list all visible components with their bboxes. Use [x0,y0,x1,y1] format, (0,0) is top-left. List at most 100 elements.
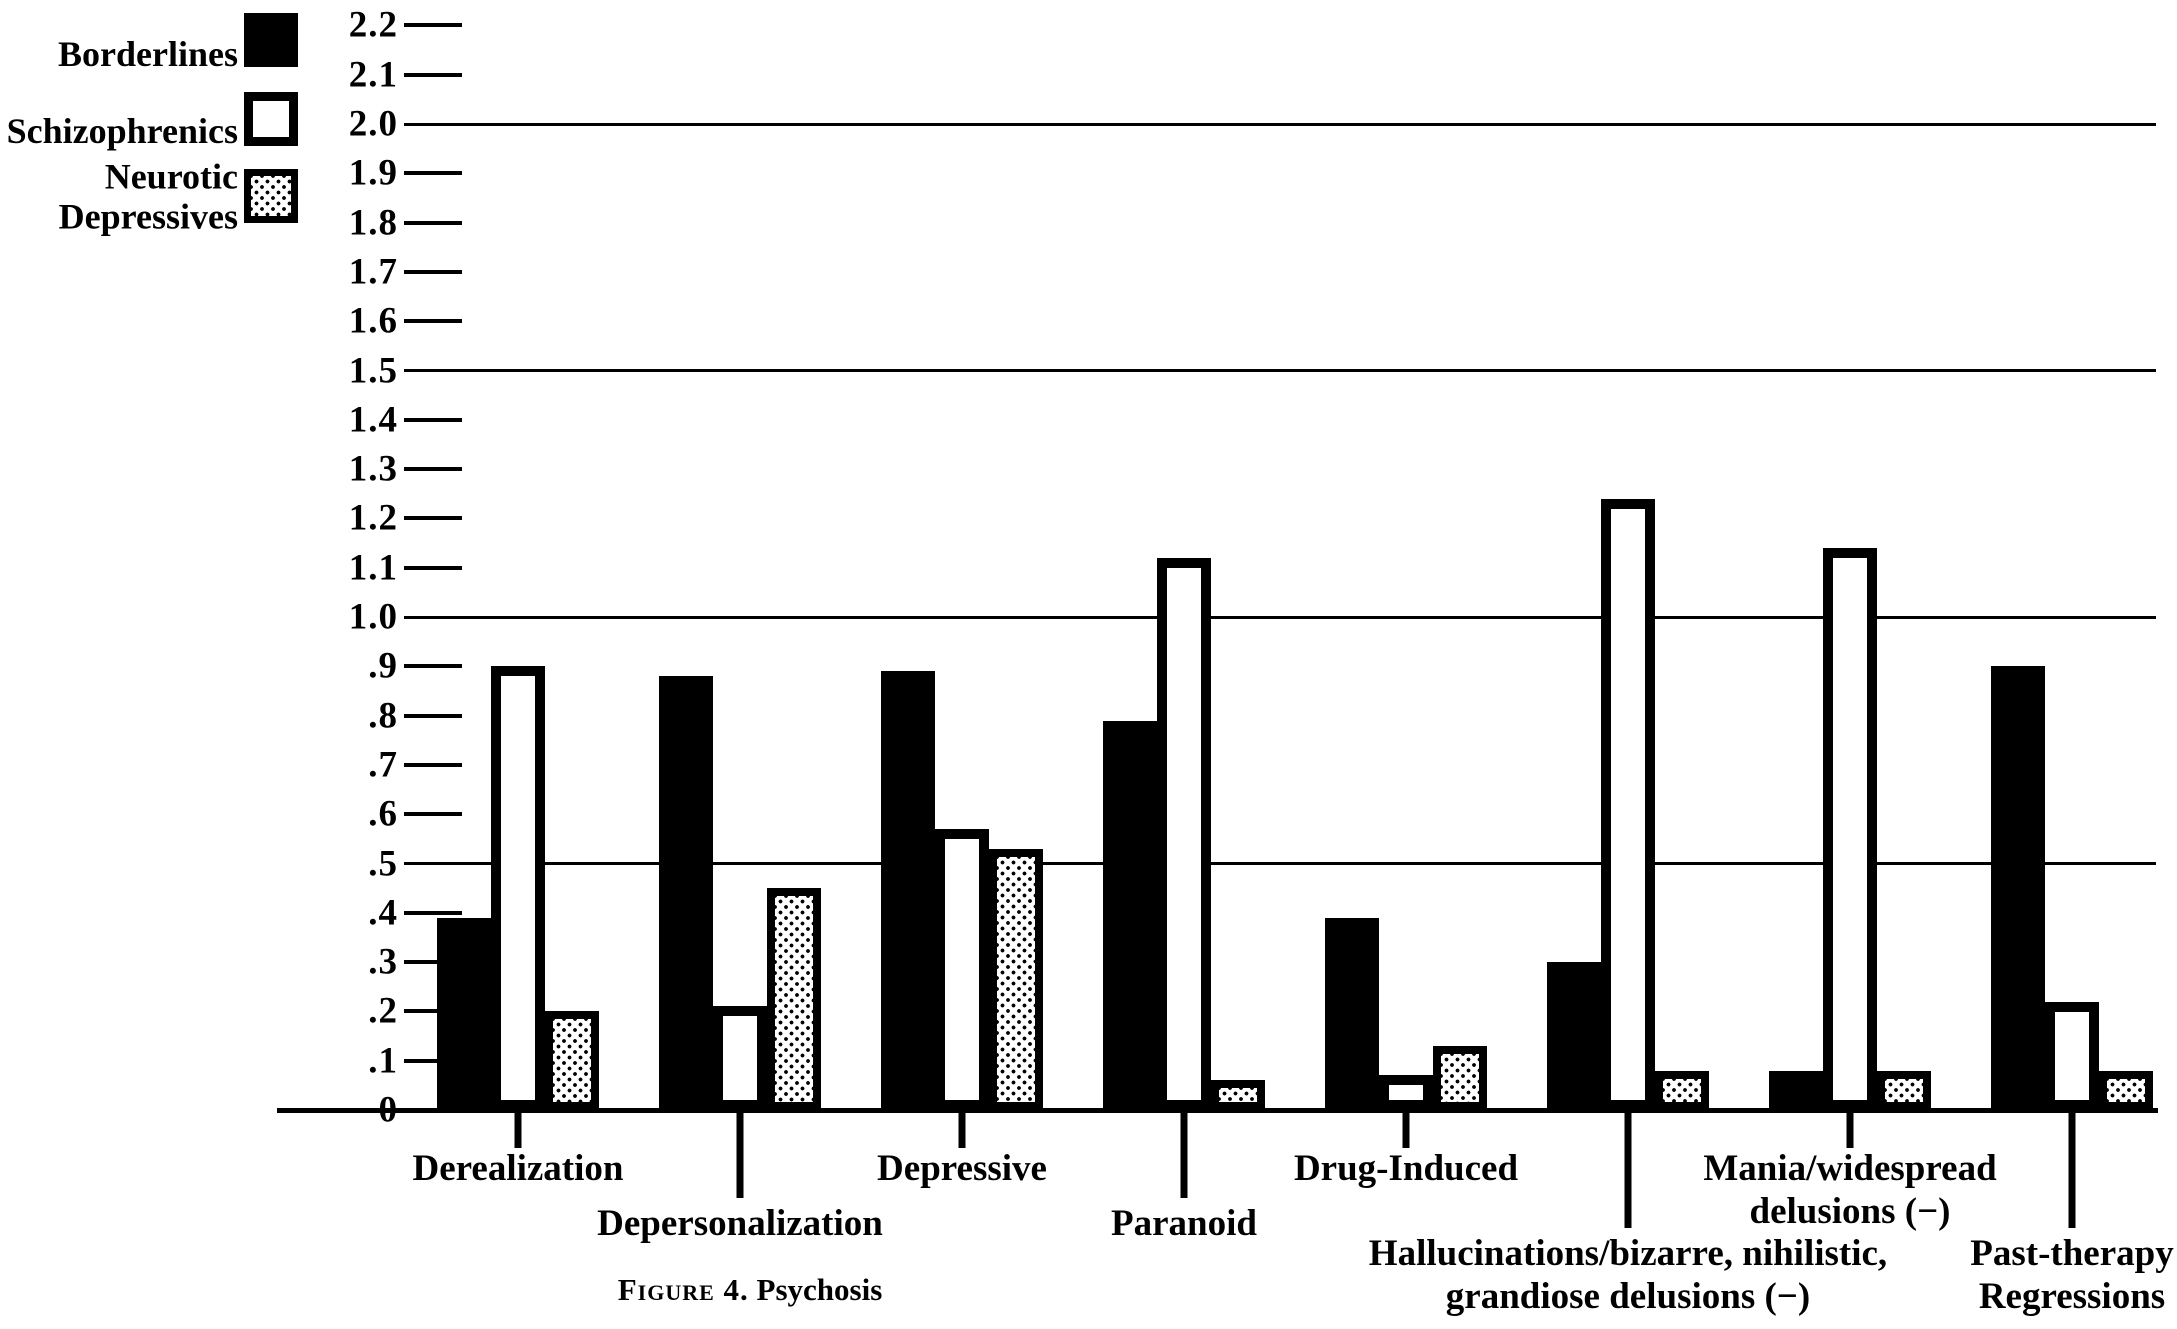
legend-label-line: Borderlines [58,34,238,75]
category-label-drug-induced: Drug-Induced [1294,1148,1518,1191]
category-label-hallucinations-bizarre-nihilistic: Hallucinations/bizarre, nihilistic, grand… [1369,1233,1887,1319]
category-label-line: Depersonalization [597,1203,883,1244]
bar-schizophrenics-mania-widespread [1823,548,1877,1110]
category-label-line: Past-therapy [1970,1233,2174,1274]
y-tick-dash-6 [404,812,462,817]
y-tick-dash-8 [404,713,462,718]
y-tick-label-1-4: 1.4 [348,399,398,441]
category-tick-mania-widespread [1846,1110,1854,1148]
y-tick-label-8: .8 [368,695,398,737]
category-tick-paranoid [1180,1110,1188,1198]
figure-caption: Figure 4. Psychosis [350,1272,1150,1308]
y-tick-label-2: .2 [368,990,398,1032]
x-axis-baseline [277,1108,2158,1113]
category-tick-drug-induced [1402,1110,1410,1148]
y-gridline-5 [404,862,2156,865]
category-tick-derealization [514,1110,522,1148]
bar-borderlines-mania-widespread [1769,1071,1823,1110]
y-tick-label-1-1: 1.1 [348,547,398,589]
category-label-derealization: Derealization [413,1148,624,1191]
bar-schizophrenics-past-therapy [2045,1002,2099,1110]
legend-swatch-schizophrenics [244,92,298,146]
figure-caption-title: Psychosis [756,1272,883,1307]
y-tick-dash-2-2 [404,23,462,28]
y-tick-label-1-7: 1.7 [348,251,398,293]
bar-schizophrenics-hallucinations-bizarre-nihilistic [1601,499,1655,1110]
bar-neurotic-depressives-depressive [989,849,1043,1110]
category-label-line: grandiose delusions (−) [1445,1275,1811,1317]
category-label-line: Depressive [877,1148,1047,1189]
bar-schizophrenics-paranoid [1157,558,1211,1110]
bar-borderlines-paranoid [1103,721,1157,1110]
y-tick-label-1-2: 1.2 [348,497,398,539]
bar-schizophrenics-depersonalization [713,1006,767,1110]
category-label-line: Drug-Induced [1293,1148,1519,1189]
y-tick-label-5: .5 [368,843,398,884]
y-tick-dash-4 [404,910,462,915]
y-tick-dash-3 [404,960,462,965]
legend-swatch-neurotic-depressives [244,169,298,223]
y-tick-dash-9 [404,664,462,669]
category-label-line: Regressions [1978,1275,2166,1317]
category-label-line: delusions (−) [1749,1190,1951,1232]
y-tick-dash-2 [404,1009,462,1014]
y-tick-label-1-9: 1.9 [348,152,398,194]
y-tick-label-2-1: 2.1 [348,54,398,96]
legend-label-line: Depressives [58,196,238,236]
legend-label-borderlines: Borderlines [0,35,238,75]
bar-neurotic-depressives-drug-induced [1433,1046,1487,1110]
y-tick-label-1-6: 1.6 [348,300,398,342]
category-tick-depersonalization [736,1110,744,1198]
category-label-line: Derealization [412,1148,624,1189]
bar-neurotic-depressives-past-therapy [2099,1071,2153,1110]
y-tick-dash-1-1 [404,565,462,570]
y-tick-label-1: .1 [368,1040,398,1082]
bar-neurotic-depressives-derealization [545,1011,599,1110]
category-label-depressive: Depressive [877,1148,1047,1191]
legend-label-line: Schizophrenics [6,111,238,152]
legend-label-neurotic-depressives: Neurotic Depressives [0,157,238,236]
y-tick-dash-1-3 [404,467,462,472]
bar-neurotic-depressives-paranoid [1211,1080,1265,1110]
y-tick-label-3: .3 [368,941,398,983]
figure-caption-label: Figure 4. [617,1272,749,1307]
bar-borderlines-drug-induced [1325,918,1379,1110]
bar-schizophrenics-derealization [491,666,545,1110]
category-label-line: Hallucinations/bizarre, nihilistic, [1368,1233,1888,1274]
category-label-mania-widespread: Mania/widespread delusions (−) [1703,1148,1996,1234]
category-label-past-therapy: Past-therapy Regressions [1970,1233,2173,1319]
bar-schizophrenics-depressive [935,829,989,1110]
bar-neurotic-depressives-depersonalization [767,888,821,1110]
y-tick-label-1-8: 1.8 [348,202,398,244]
y-tick-label-1-0: 1.0 [348,596,398,638]
y-tick-dash-7 [404,762,462,767]
bar-neurotic-depressives-mania-widespread [1877,1071,1931,1110]
y-gridline-1-5 [404,369,2156,372]
category-label-line: Mania/widespread [1703,1148,1997,1189]
bar-borderlines-past-therapy [1991,666,2045,1110]
y-tick-dash-1-2 [404,516,462,521]
bar-borderlines-derealization [437,918,491,1110]
category-tick-depressive [958,1110,966,1148]
bar-neurotic-depressives-hallucinations-bizarre-nihilistic [1655,1071,1709,1110]
y-tick-dash-2-1 [404,72,462,77]
y-tick-dash-1-7 [404,269,462,274]
y-tick-label-2-2: 2.2 [348,4,398,46]
category-tick-past-therapy [2068,1110,2076,1228]
category-label-depersonalization: Depersonalization [597,1203,883,1246]
y-tick-label-1-5: 1.5 [348,350,398,391]
y-tick-dash-1 [404,1058,462,1063]
y-tick-label-7: .7 [368,744,398,786]
category-label-line: Paranoid [1111,1203,1257,1244]
bar-borderlines-hallucinations-bizarre-nihilistic [1547,962,1601,1110]
y-tick-dash-1-9 [404,171,462,176]
category-label-paranoid: Paranoid [1111,1203,1257,1246]
bar-borderlines-depersonalization [659,676,713,1110]
y-gridline-1-0 [404,615,2156,619]
bar-borderlines-depressive [881,671,935,1110]
legend-label-schizophrenics: Schizophrenics [0,112,238,152]
y-tick-label-9: .9 [368,645,398,687]
y-tick-dash-1-6 [404,319,462,324]
category-tick-hallucinations-bizarre-nihilistic [1624,1110,1632,1228]
